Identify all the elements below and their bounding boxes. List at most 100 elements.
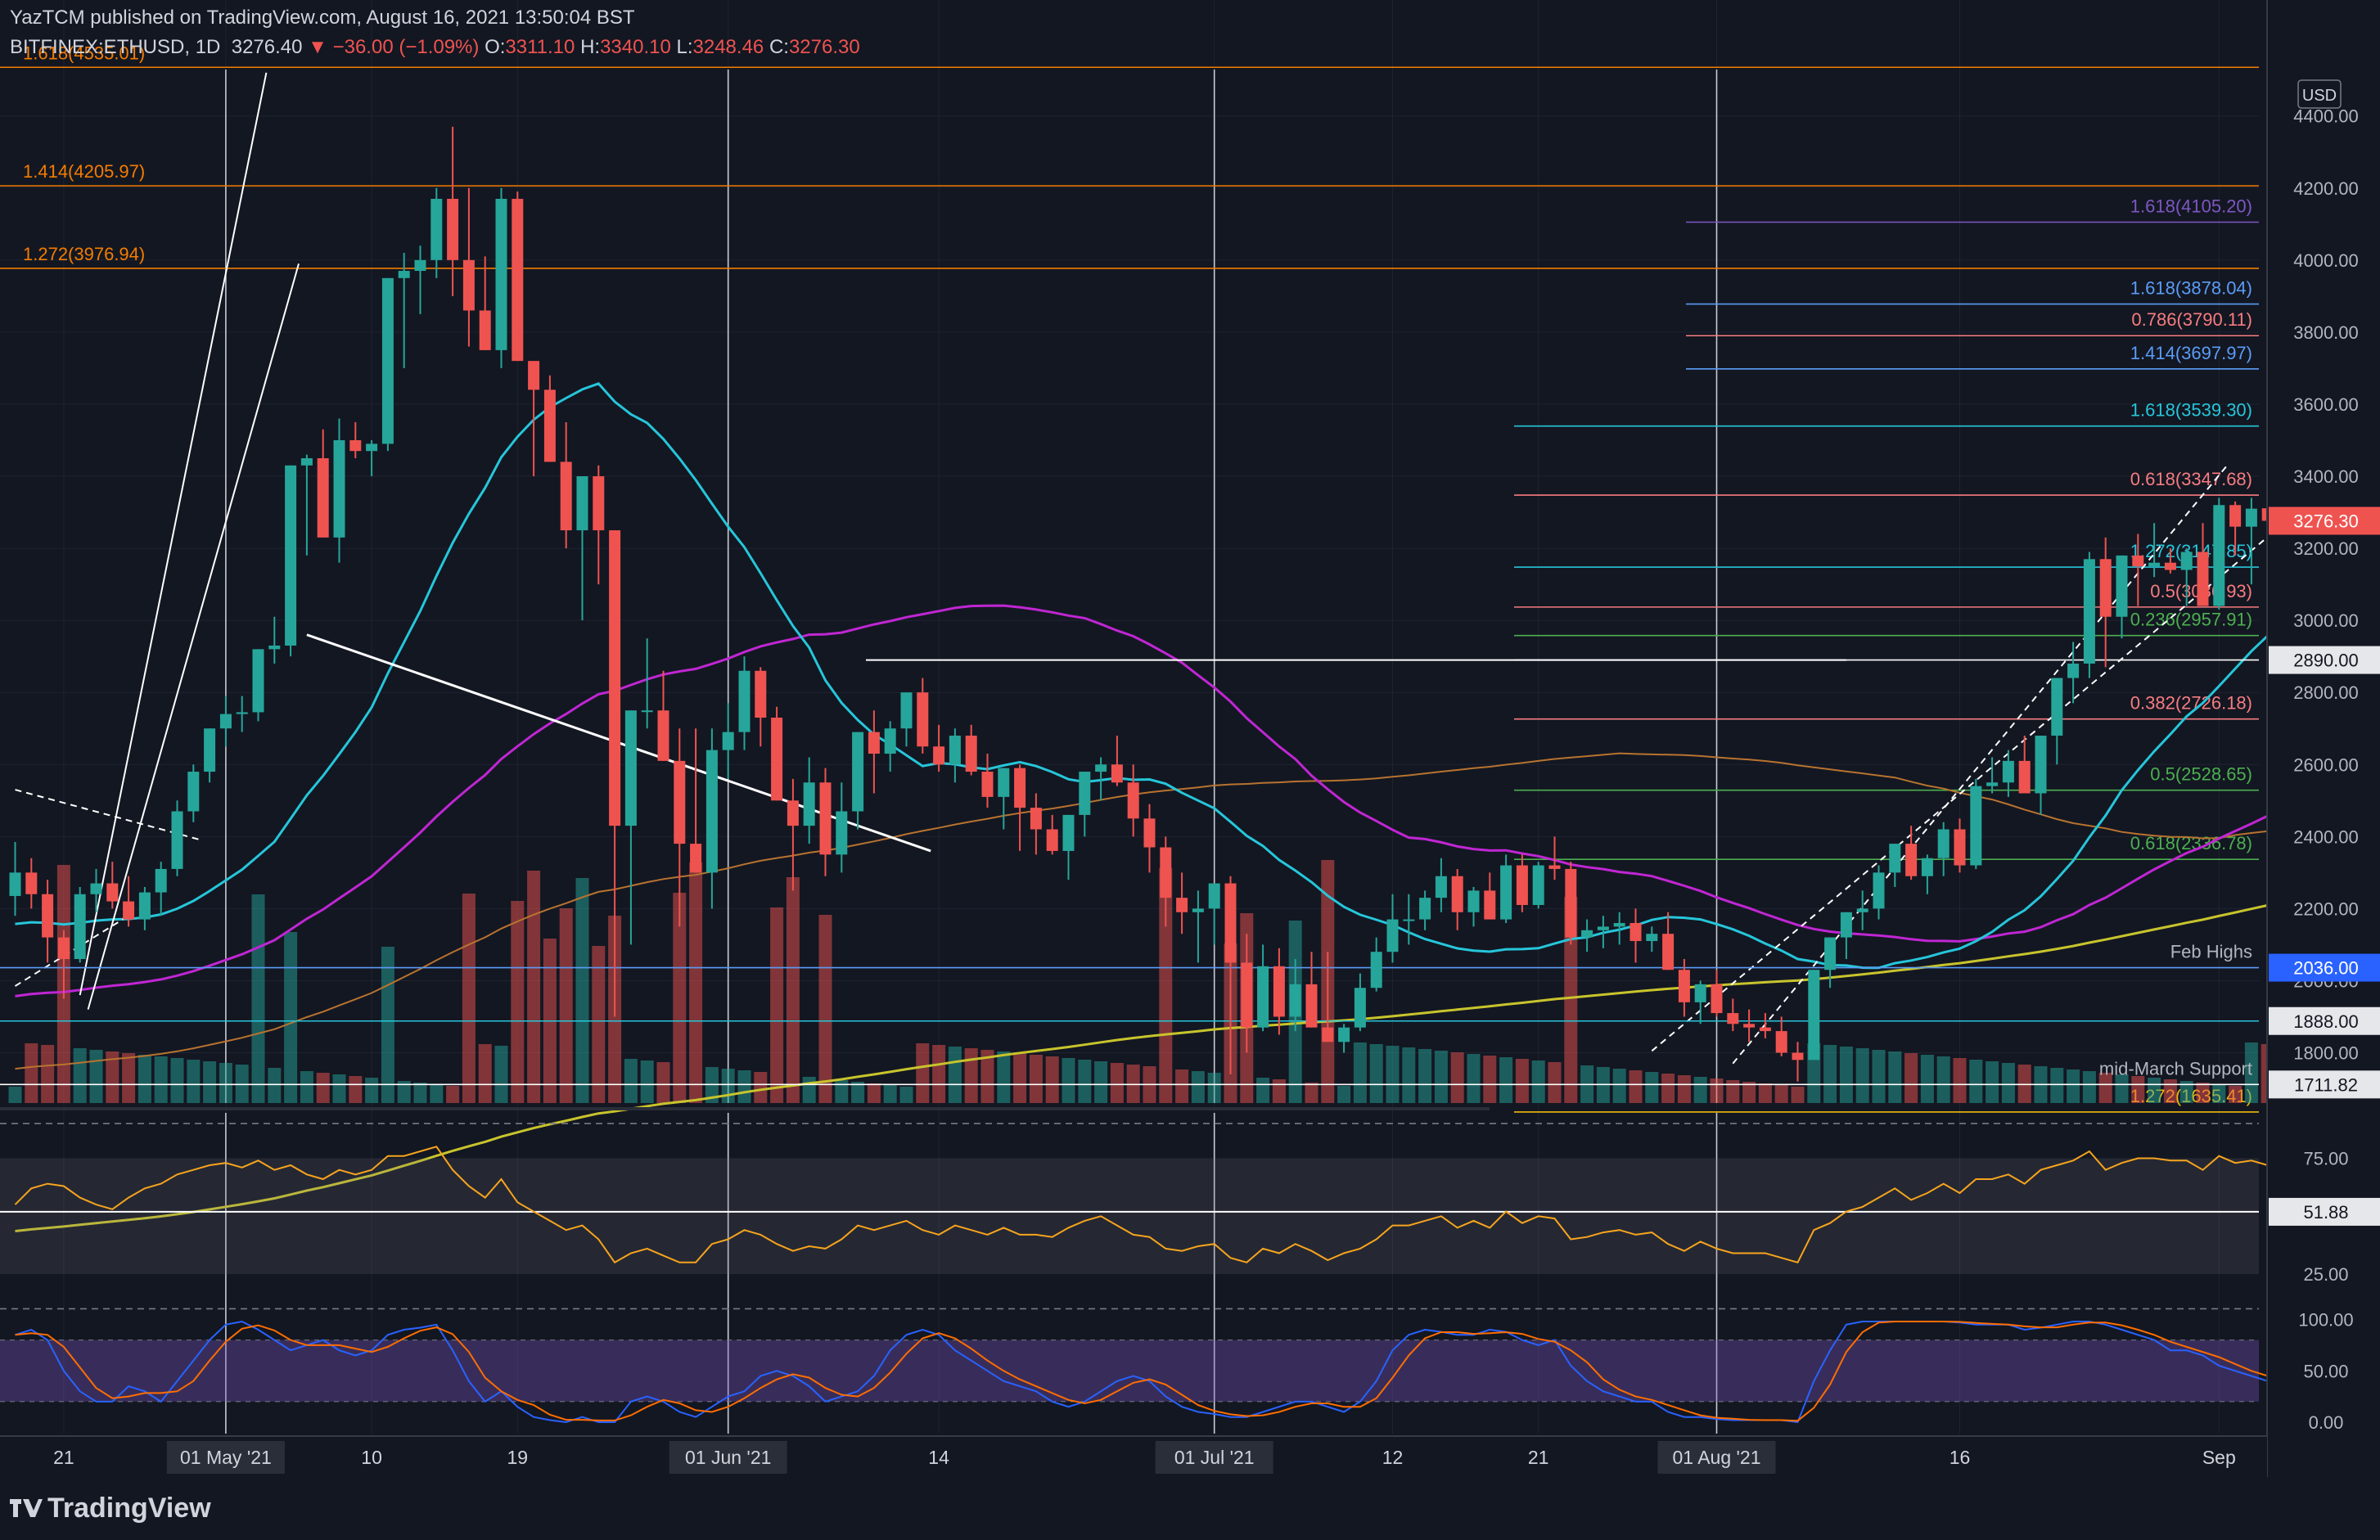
volume-bar	[980, 1050, 994, 1103]
ohlc-line: BITFINEX:ETHUSD, 1D 3276.40 ▼ −36.00 (−1…	[10, 36, 860, 59]
y-tick-label: 3600.00	[2293, 394, 2359, 415]
volume-bar	[559, 908, 573, 1103]
volume-bar	[1774, 1085, 1788, 1103]
x-tick-label: 12	[1382, 1447, 1404, 1468]
time-axis: 21 01 May '21 10 19 01 Jun '21 14 01 Jul '21 12…	[0, 1435, 2267, 1477]
tradingview-logo-icon	[10, 1499, 43, 1517]
candle	[236, 712, 248, 714]
volume-bar	[2163, 1079, 2177, 1103]
last-price: 3276.40	[231, 36, 303, 58]
candle	[317, 457, 329, 538]
rsi-pane	[0, 1107, 2268, 1310]
high-value: 3340.10	[600, 36, 671, 58]
fib-label: 0.382(2726.18)	[2130, 693, 2252, 714]
x-tick-label: 21	[53, 1447, 74, 1468]
volume-bar	[932, 1045, 946, 1103]
time-label-box	[669, 1441, 787, 1474]
x-tick-label: Sep	[2202, 1447, 2236, 1468]
candle	[868, 732, 880, 754]
volume-bar	[462, 894, 476, 1103]
volume	[8, 860, 2274, 1103]
open-label: O:	[485, 36, 506, 58]
candle	[981, 772, 994, 797]
tradingview-brand[interactable]: TradingView	[10, 1493, 211, 1524]
candle	[705, 750, 718, 873]
y-tick-label: 4400.00	[2293, 106, 2359, 127]
candle	[9, 872, 21, 896]
candle	[2116, 555, 2128, 617]
candle	[1937, 829, 1950, 858]
candle	[1775, 1031, 1787, 1053]
volume-bar	[1936, 1056, 1950, 1103]
volume-bar	[2244, 1042, 2258, 1103]
volume-bar	[1467, 1054, 1481, 1103]
down-arrow-icon: ▼	[308, 36, 327, 58]
volume-bar	[203, 1061, 217, 1103]
candle	[900, 692, 913, 729]
volume-bar	[1855, 1048, 1869, 1103]
volume-bar	[1969, 1060, 1983, 1103]
volume-bar	[1191, 1071, 1205, 1103]
candle	[576, 476, 588, 531]
candle	[1792, 1052, 1804, 1060]
volume-bar	[1353, 1042, 1367, 1103]
candle	[333, 439, 345, 538]
candle	[1160, 847, 1172, 898]
volume-bar	[1434, 1051, 1448, 1103]
candle	[528, 361, 540, 390]
volume-bar	[1515, 1059, 1529, 1103]
volume-bar	[73, 1048, 87, 1103]
time-axis-bg	[0, 1436, 2267, 1477]
candle	[1905, 844, 1918, 876]
price-axis: 1800.002000.002200.002400.002600.002800.…	[2266, 0, 2380, 1489]
y-tick-label: 3800.00	[2293, 322, 2359, 343]
volume-bar	[754, 1072, 768, 1103]
volume-bar	[867, 1083, 881, 1103]
y-tick-label: 1800.00	[2293, 1043, 2359, 1064]
volume-bar	[268, 1068, 282, 1103]
candle	[90, 883, 102, 894]
candle	[1354, 988, 1366, 1028]
candle	[366, 444, 378, 452]
volume-bar	[1272, 1079, 1286, 1103]
volume-bar	[851, 1082, 865, 1103]
volume-bar	[964, 1048, 978, 1103]
volume-bar	[332, 1074, 346, 1103]
candle	[1629, 922, 1642, 942]
candle	[1711, 984, 1723, 1014]
volume-bar	[1904, 1053, 1918, 1103]
volume-bar	[1062, 1058, 1075, 1103]
volume-bar	[170, 1058, 184, 1103]
candle	[1824, 937, 1837, 970]
volume-bar	[1986, 1061, 1999, 1103]
candle	[2229, 505, 2242, 527]
candle	[204, 728, 216, 772]
candle	[2002, 760, 2014, 783]
fib-label: 1.618(4535.01)	[23, 43, 145, 63]
y-tick-label: 3200.00	[2293, 538, 2359, 559]
x-tick-label: 01 Jun '21	[685, 1447, 771, 1468]
candle	[1176, 898, 1188, 912]
volume-bar	[527, 871, 541, 1103]
time-label-box	[1155, 1441, 1273, 1474]
candle	[852, 732, 864, 812]
volume-bar	[1159, 868, 1173, 1103]
candle	[1613, 922, 1625, 927]
publish-info: YazTCM published on TradingView.com, Aug…	[10, 7, 635, 29]
candle	[1840, 912, 1852, 938]
symbol-label[interactable]: BITFINEX:ETHUSD, 1D	[10, 36, 221, 58]
volume-bar	[122, 1053, 136, 1103]
last-price-tag	[2269, 507, 2380, 535]
candle	[1079, 772, 1091, 815]
volume-bar	[251, 894, 265, 1103]
volume-bar	[2001, 1063, 2015, 1103]
volume-bar	[1531, 1060, 1545, 1103]
volume-bar	[187, 1060, 201, 1103]
x-tick-label: 16	[1950, 1447, 1971, 1468]
ma100-line	[15, 752, 2268, 1070]
candle	[479, 310, 491, 350]
candle	[2180, 552, 2193, 570]
candle	[1516, 865, 1528, 905]
